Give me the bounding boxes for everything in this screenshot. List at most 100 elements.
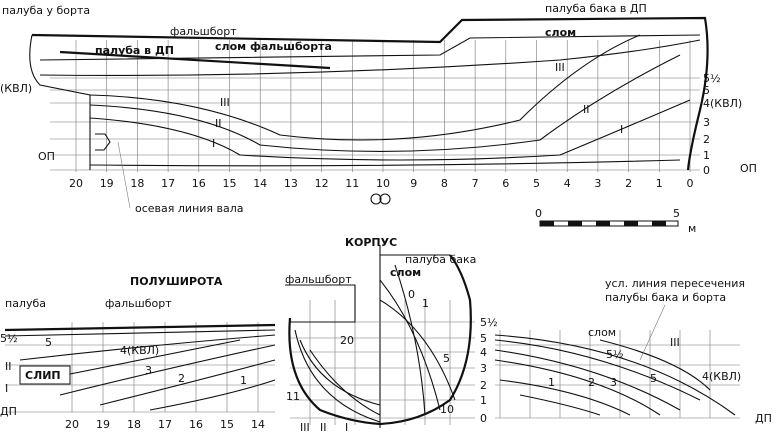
label: (КВЛ): [0, 82, 32, 95]
label: слом: [588, 326, 616, 339]
section: [394, 264, 426, 416]
waterline-label: 4: [480, 346, 487, 359]
label: 2: [178, 372, 185, 385]
waterline: [19, 334, 276, 361]
section: [309, 349, 381, 416]
waterline-label: 5½: [703, 72, 721, 85]
station-label: 10: [376, 177, 390, 190]
half-breadth-view: 20 19 18 17 16 15 14 ПОЛУШИРОТА палуба фальшбо…: [0, 275, 276, 431]
label: 5: [673, 207, 680, 220]
label: 5½: [0, 332, 18, 345]
section: [294, 329, 381, 423]
station-label: 14: [251, 418, 265, 431]
label: 1: [422, 297, 429, 310]
station-label: 19: [96, 418, 110, 431]
label: м: [688, 222, 696, 235]
waterline: [59, 344, 276, 396]
label: III: [670, 336, 680, 349]
bulwark-outline: [285, 284, 356, 323]
label: осевая линия вала: [135, 202, 244, 215]
waterline-label: 0: [703, 164, 710, 177]
label: ОП: [38, 150, 55, 163]
station-label: 0: [687, 177, 694, 190]
deck-line: [4, 329, 276, 337]
title: ПОЛУШИРОТА: [130, 275, 223, 288]
waterline-label: 5: [703, 84, 710, 97]
label: палуба: [5, 297, 46, 310]
station-label: 5: [533, 177, 540, 190]
label: слом: [390, 266, 421, 279]
waterline: [149, 379, 276, 411]
bow-half-breadth-view: усл. линия пересечения палубы бака и борт…: [494, 277, 772, 425]
station-label: 11: [345, 177, 359, 190]
station-label: 18: [127, 418, 141, 431]
station-label: 8: [441, 177, 448, 190]
label: 5½: [606, 348, 624, 361]
waterline-label: 1: [703, 149, 710, 162]
label: III: [555, 61, 565, 74]
label: I: [5, 382, 8, 395]
leader: [639, 304, 666, 361]
deck-cl: [59, 50, 331, 70]
station-label: 15: [223, 177, 237, 190]
waterline-label: 5½: [480, 316, 498, 329]
section: [299, 339, 381, 406]
label: 5: [45, 336, 52, 349]
label: фальшборт: [285, 273, 352, 286]
hull-outline: [31, 16, 709, 171]
label: II: [215, 117, 222, 130]
slip-box: [19, 365, 71, 385]
station-label: 16: [192, 177, 206, 190]
keel: [89, 159, 681, 167]
waterline-label: 3: [480, 362, 487, 375]
label: ДП: [755, 412, 772, 425]
station-label: 18: [130, 177, 144, 190]
station-label: 17: [161, 177, 175, 190]
label: слом: [545, 26, 576, 39]
propeller-symbol: [370, 193, 382, 205]
station-label: 4: [564, 177, 571, 190]
waterline: [99, 359, 276, 406]
bulwark-line: [4, 323, 276, 332]
profile-view: 20 19 18 17 16 15 14 13 12 11 10 9 8 7 6 5 4 3 2 1 05½54(КВЛ…: [0, 2, 757, 235]
label: II: [320, 421, 327, 433]
label: 2: [588, 376, 595, 389]
label: фальшборт: [105, 297, 172, 310]
waterline: [494, 349, 681, 411]
label: 0: [408, 288, 415, 301]
station-label: 16: [189, 418, 203, 431]
station-label: 6: [502, 177, 509, 190]
label: III: [300, 421, 310, 433]
label: 1: [240, 374, 247, 387]
label: слом фальшборта: [215, 40, 332, 53]
stern-outline: [29, 34, 91, 170]
body-outline: [288, 254, 472, 426]
label: II: [5, 360, 12, 373]
label: палуба бака в ДП: [545, 2, 647, 15]
deck-line: [494, 334, 736, 416]
buttock-3: [89, 34, 641, 141]
label: 3: [145, 364, 152, 377]
label: ОП: [740, 162, 757, 175]
label: 4(КВЛ): [120, 344, 159, 357]
label: 4(КВЛ): [702, 370, 741, 383]
label: III: [220, 96, 230, 109]
waterline-label: 2: [480, 379, 487, 392]
scale-bar: [539, 220, 679, 227]
label: ДП: [0, 405, 17, 418]
label: усл. линия пересечения палубы бака и борт…: [605, 277, 745, 304]
label: палуба в ДП: [95, 44, 174, 57]
waterline-label: 3: [703, 116, 710, 129]
station-label: 2: [625, 177, 632, 190]
label: 0: [535, 207, 542, 220]
station-label: 14: [253, 177, 267, 190]
waterline-label: 2: [703, 133, 710, 146]
station-label: 13: [284, 177, 298, 190]
label: I: [620, 123, 623, 136]
waterline: [519, 394, 601, 416]
station-label: 15: [220, 418, 234, 431]
station-label: 20: [69, 177, 83, 190]
station-label: 17: [158, 418, 172, 431]
